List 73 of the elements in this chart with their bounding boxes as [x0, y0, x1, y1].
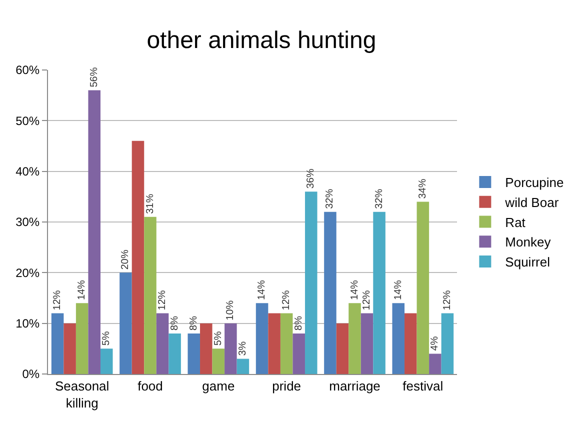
- y-tick-label: 20%: [16, 266, 40, 280]
- data-label: 8%: [188, 316, 200, 330]
- data-label: 12%: [362, 290, 373, 310]
- bar: [373, 212, 386, 374]
- data-label: 14%: [349, 280, 360, 300]
- bar: [76, 303, 88, 374]
- bar: [120, 272, 132, 374]
- data-label: 32%: [374, 188, 385, 209]
- data-label: 14%: [392, 280, 404, 300]
- y-tick-label: 0%: [22, 367, 40, 382]
- data-label: 14%: [76, 280, 88, 300]
- bar: [64, 323, 76, 374]
- data-label: 5%: [212, 331, 224, 346]
- x-tick-label: pride: [272, 378, 302, 394]
- bar: [292, 333, 305, 374]
- bar: [416, 202, 430, 374]
- y-tick-label: 50%: [16, 114, 40, 128]
- data-label: 10%: [225, 300, 236, 320]
- bar: [200, 323, 212, 374]
- data-label: 3%: [237, 341, 248, 356]
- y-tick-label: 60%: [16, 63, 40, 78]
- bar: [132, 140, 144, 374]
- bar: [100, 348, 113, 374]
- data-label: 12%: [157, 290, 168, 310]
- bar: [392, 303, 405, 374]
- bar: [51, 313, 64, 374]
- data-label: 31%: [144, 194, 156, 214]
- bar: [404, 313, 417, 374]
- data-label: 14%: [256, 280, 268, 300]
- x-tick-label: Seasonal killing: [54, 378, 110, 410]
- data-label: 12%: [281, 290, 292, 310]
- chart-title: other animals hunting: [146, 26, 376, 54]
- data-label: 34%: [417, 178, 428, 199]
- data-label: 8%: [169, 316, 180, 330]
- x-tick-label: food: [138, 378, 163, 394]
- legend-label: wild Boar: [504, 194, 560, 210]
- bar: [88, 90, 100, 374]
- bar: [348, 303, 361, 374]
- bar: [236, 358, 250, 374]
- data-label: 4%: [430, 336, 441, 351]
- y-tick-label: 40%: [16, 164, 40, 179]
- legend-label: Squirrel: [505, 254, 550, 270]
- bar: [336, 323, 349, 374]
- x-tick-label: festival: [402, 378, 444, 394]
- data-label: 8%: [293, 316, 304, 330]
- data-label: 20%: [120, 250, 132, 270]
- y-tick-label: 30%: [16, 215, 40, 230]
- bar: [144, 216, 156, 374]
- y-tick-label: 10%: [16, 316, 40, 331]
- bar: [256, 303, 268, 374]
- bar: [360, 313, 374, 374]
- bar: [168, 333, 181, 374]
- data-label: 32%: [324, 188, 336, 209]
- bar: [304, 192, 318, 374]
- data-label: 12%: [442, 290, 453, 310]
- data-label: 12%: [52, 290, 64, 310]
- bar: [280, 313, 293, 374]
- legend-label: Porcupine: [505, 175, 564, 190]
- bar: [224, 323, 237, 374]
- data-label: 36%: [306, 168, 317, 189]
- bar: [324, 212, 336, 374]
- legend-label: Monkey: [505, 234, 552, 250]
- data-label: 5%: [101, 331, 112, 346]
- bar: [212, 348, 225, 374]
- bar: [156, 313, 169, 374]
- data-label: 56%: [88, 67, 100, 88]
- x-tick-label: marriage: [329, 378, 380, 394]
- legend-label: Rat: [505, 214, 526, 230]
- bar: [188, 333, 200, 374]
- x-tick-label: game: [202, 378, 235, 394]
- bar: [441, 313, 454, 374]
- bar: [268, 313, 280, 374]
- bar: [429, 354, 442, 374]
